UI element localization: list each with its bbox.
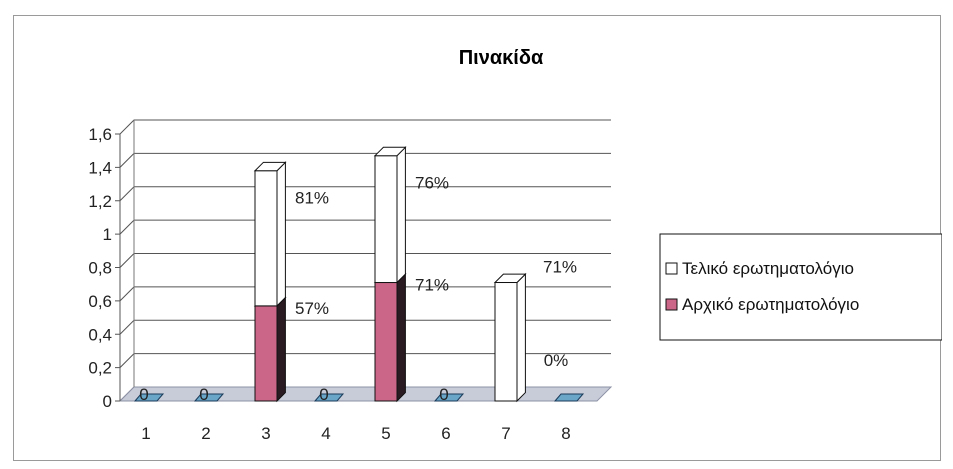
y-tick-label: 0,6 <box>88 292 112 311</box>
zero-bar-marker <box>193 393 225 402</box>
gridline <box>119 152 611 168</box>
legend-swatch-initial <box>665 298 678 311</box>
y-tick-label: 1,6 <box>88 125 112 144</box>
x-tick-label: 6 <box>441 424 450 443</box>
zero-bar-marker <box>433 393 465 402</box>
zero-bar-marker <box>133 393 165 402</box>
bar-segment <box>373 146 407 284</box>
x-tick-label: 8 <box>561 424 570 443</box>
data-label-initial: 0 <box>199 385 208 404</box>
axes: 0 0,2 0,4 0,6 0,8 1 1,2 1,4 1,6 1 2 3 4 5 6 7 8 <box>88 120 571 443</box>
gridline <box>119 253 611 268</box>
gridline <box>119 119 611 135</box>
bar-segment <box>253 161 287 308</box>
y-tick-label: 0,2 <box>88 359 112 378</box>
y-tick-label: 1,2 <box>88 192 112 211</box>
gridline <box>119 219 611 235</box>
stacked-bar-chart: Πινακίδα 0 0,2 0,4 0,6 0,8 1 1,2 1,4 1,6 1 2 3 4 5 6 7 8… <box>88 47 942 443</box>
legend-label-initial: Αρχικό ερωτηματολόγιο <box>682 295 859 314</box>
data-label-initial: 0% <box>544 351 569 370</box>
x-tick-label: 5 <box>381 424 390 443</box>
y-tick-label: 0,4 <box>88 325 112 344</box>
gridline <box>119 186 611 202</box>
x-tick-label: 3 <box>261 424 270 443</box>
data-label-initial: 71% <box>415 276 449 295</box>
data-label-initial: 0 <box>319 385 328 404</box>
legend-box <box>659 233 942 341</box>
data-label-initial: 57% <box>295 299 329 318</box>
legend-label-final: Τελικό ερωτηματολόγιο <box>682 259 854 278</box>
chart-frame: Πινακίδα 0 0,2 0,4 0,6 0,8 1 1,2 1,4 1,6 1 2 3 4 5 6 7 8… <box>13 15 942 461</box>
data-label-final: 76% <box>415 174 449 193</box>
data-label-final: 71% <box>543 258 577 277</box>
legend: Τελικό ερωτηματολόγιο Αρχικό ερωτηματολό… <box>659 233 942 341</box>
gridline <box>119 353 611 368</box>
bars <box>133 146 585 403</box>
bar-segment <box>253 296 287 403</box>
gridline <box>119 286 611 302</box>
y-tick-label: 0 <box>103 392 112 411</box>
x-tick-label: 2 <box>201 424 210 443</box>
zero-bar-marker <box>313 393 345 402</box>
y-tick-label: 1 <box>103 225 112 244</box>
chart-floor <box>118 386 613 402</box>
y-tick-label: 1,4 <box>88 158 112 177</box>
bar-segment <box>493 272 527 403</box>
data-labels: 0 0 57% 81% 0 71% 76% 0 71% 0% <box>139 174 577 404</box>
data-label-initial: 0 <box>139 385 148 404</box>
legend-swatch-final <box>665 262 678 275</box>
bar-segment <box>373 272 407 403</box>
grid <box>119 119 611 402</box>
gridline <box>119 319 611 335</box>
y-tick-label: 0,8 <box>88 259 112 278</box>
floor <box>118 386 613 402</box>
zero-bar-marker <box>553 393 585 402</box>
x-tick-label: 1 <box>141 424 150 443</box>
x-tick-label: 4 <box>321 424 330 443</box>
x-tick-label: 7 <box>501 424 510 443</box>
data-label-initial: 0 <box>439 385 448 404</box>
data-label-final: 81% <box>295 189 329 208</box>
chart-title: Πινακίδα <box>459 47 544 69</box>
